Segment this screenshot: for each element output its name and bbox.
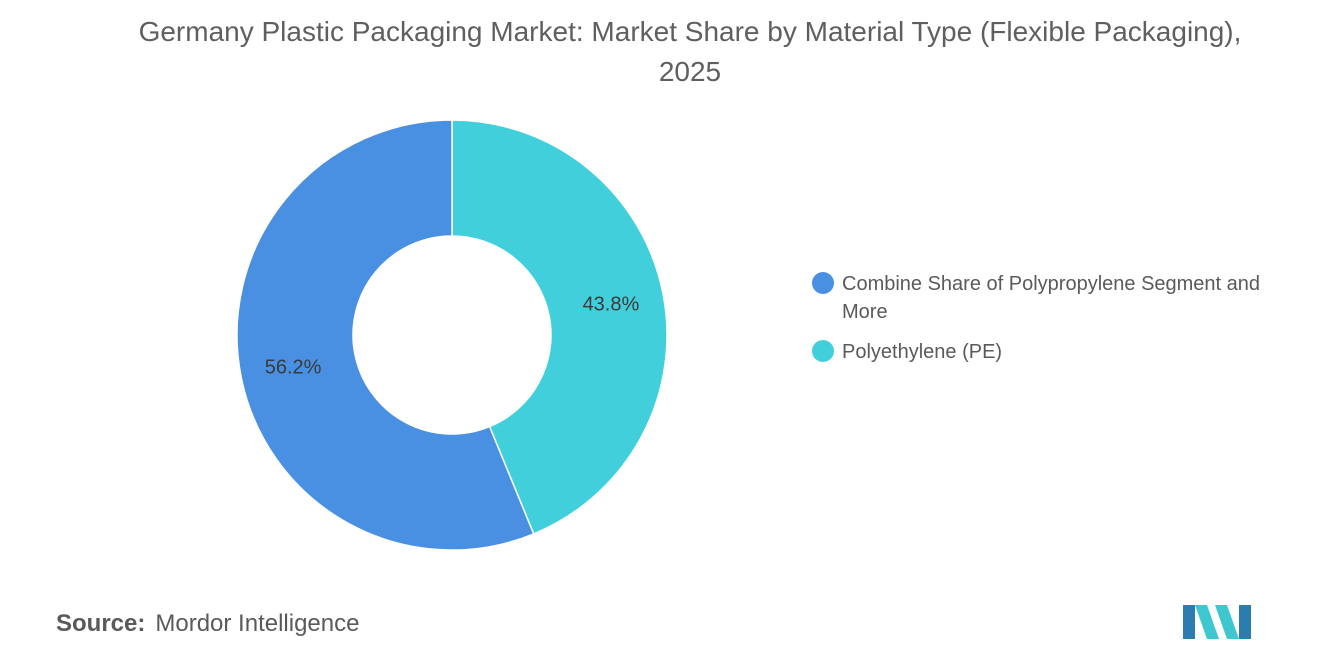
- logo-left-diagonal: [1195, 605, 1219, 639]
- data-label-polypropylene: 56.2%: [265, 356, 322, 378]
- data-label-polyethylene: 43.8%: [583, 294, 640, 316]
- legend-swatch-polypropylene: [812, 272, 834, 294]
- chart-legend: Combine Share of Polypropylene Segment a…: [812, 270, 1292, 378]
- donut-slice-polyethylene: [451, 119, 668, 535]
- source-label: Source:: [56, 610, 146, 637]
- source-value: Mordor Intelligence: [155, 610, 360, 637]
- source-line: Source: Mordor Intelligence: [56, 610, 359, 638]
- logo-left-bar: [1183, 605, 1195, 639]
- logo-right-bar: [1239, 605, 1251, 639]
- logo-right-diagonal: [1215, 605, 1239, 639]
- legend-item-polypropylene: Combine Share of Polypropylene Segment a…: [812, 270, 1292, 326]
- donut-slice-polypropylene: [236, 119, 535, 551]
- legend-swatch-polyethylene: [812, 340, 834, 362]
- legend-label-polyethylene: Polyethylene (PE): [842, 341, 1003, 363]
- chart-title: Germany Plastic Packaging Market: Market…: [138, 16, 1242, 87]
- mordor-intelligence-logo: [1183, 605, 1251, 639]
- legend-item-polyethylene: Polyethylene (PE): [812, 338, 1292, 366]
- legend-label-polypropylene: Combine Share of Polypropylene Segment a…: [842, 273, 1261, 323]
